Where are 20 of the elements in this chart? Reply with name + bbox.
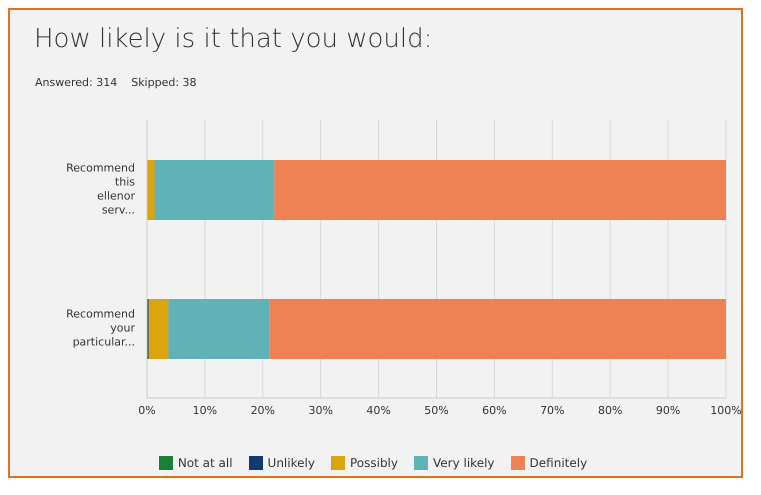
chart-subtitle: Answered: 314 Skipped: 38 [35,76,197,89]
legend-label: Definitely [528,456,588,470]
x-tick-label: 30% [308,404,333,417]
y-tick-label: Recommend your particular... [66,308,136,349]
x-tick-label: 10% [192,404,218,417]
x-tick-label: 50% [424,404,449,417]
x-tick-label: 40% [366,404,391,417]
x-tick-label: 70% [540,404,565,417]
chart-title: How likely is it that you would: [34,24,432,54]
legend-label: Very likely [432,456,495,470]
legend-label: Possibly [348,456,398,470]
legend-label: Not at all [176,456,233,470]
x-tick-label: 0% [138,404,156,417]
y-tick-label: Recommend this ellenor serv... [66,162,136,217]
x-tick-label: 20% [250,404,276,417]
x-tick-label: 60% [482,404,507,417]
legend-label: Unlikely [266,456,315,470]
x-tick-label: 90% [656,404,680,417]
x-tick-label: 100% [710,404,742,417]
x-tick-label: 80% [598,404,622,417]
